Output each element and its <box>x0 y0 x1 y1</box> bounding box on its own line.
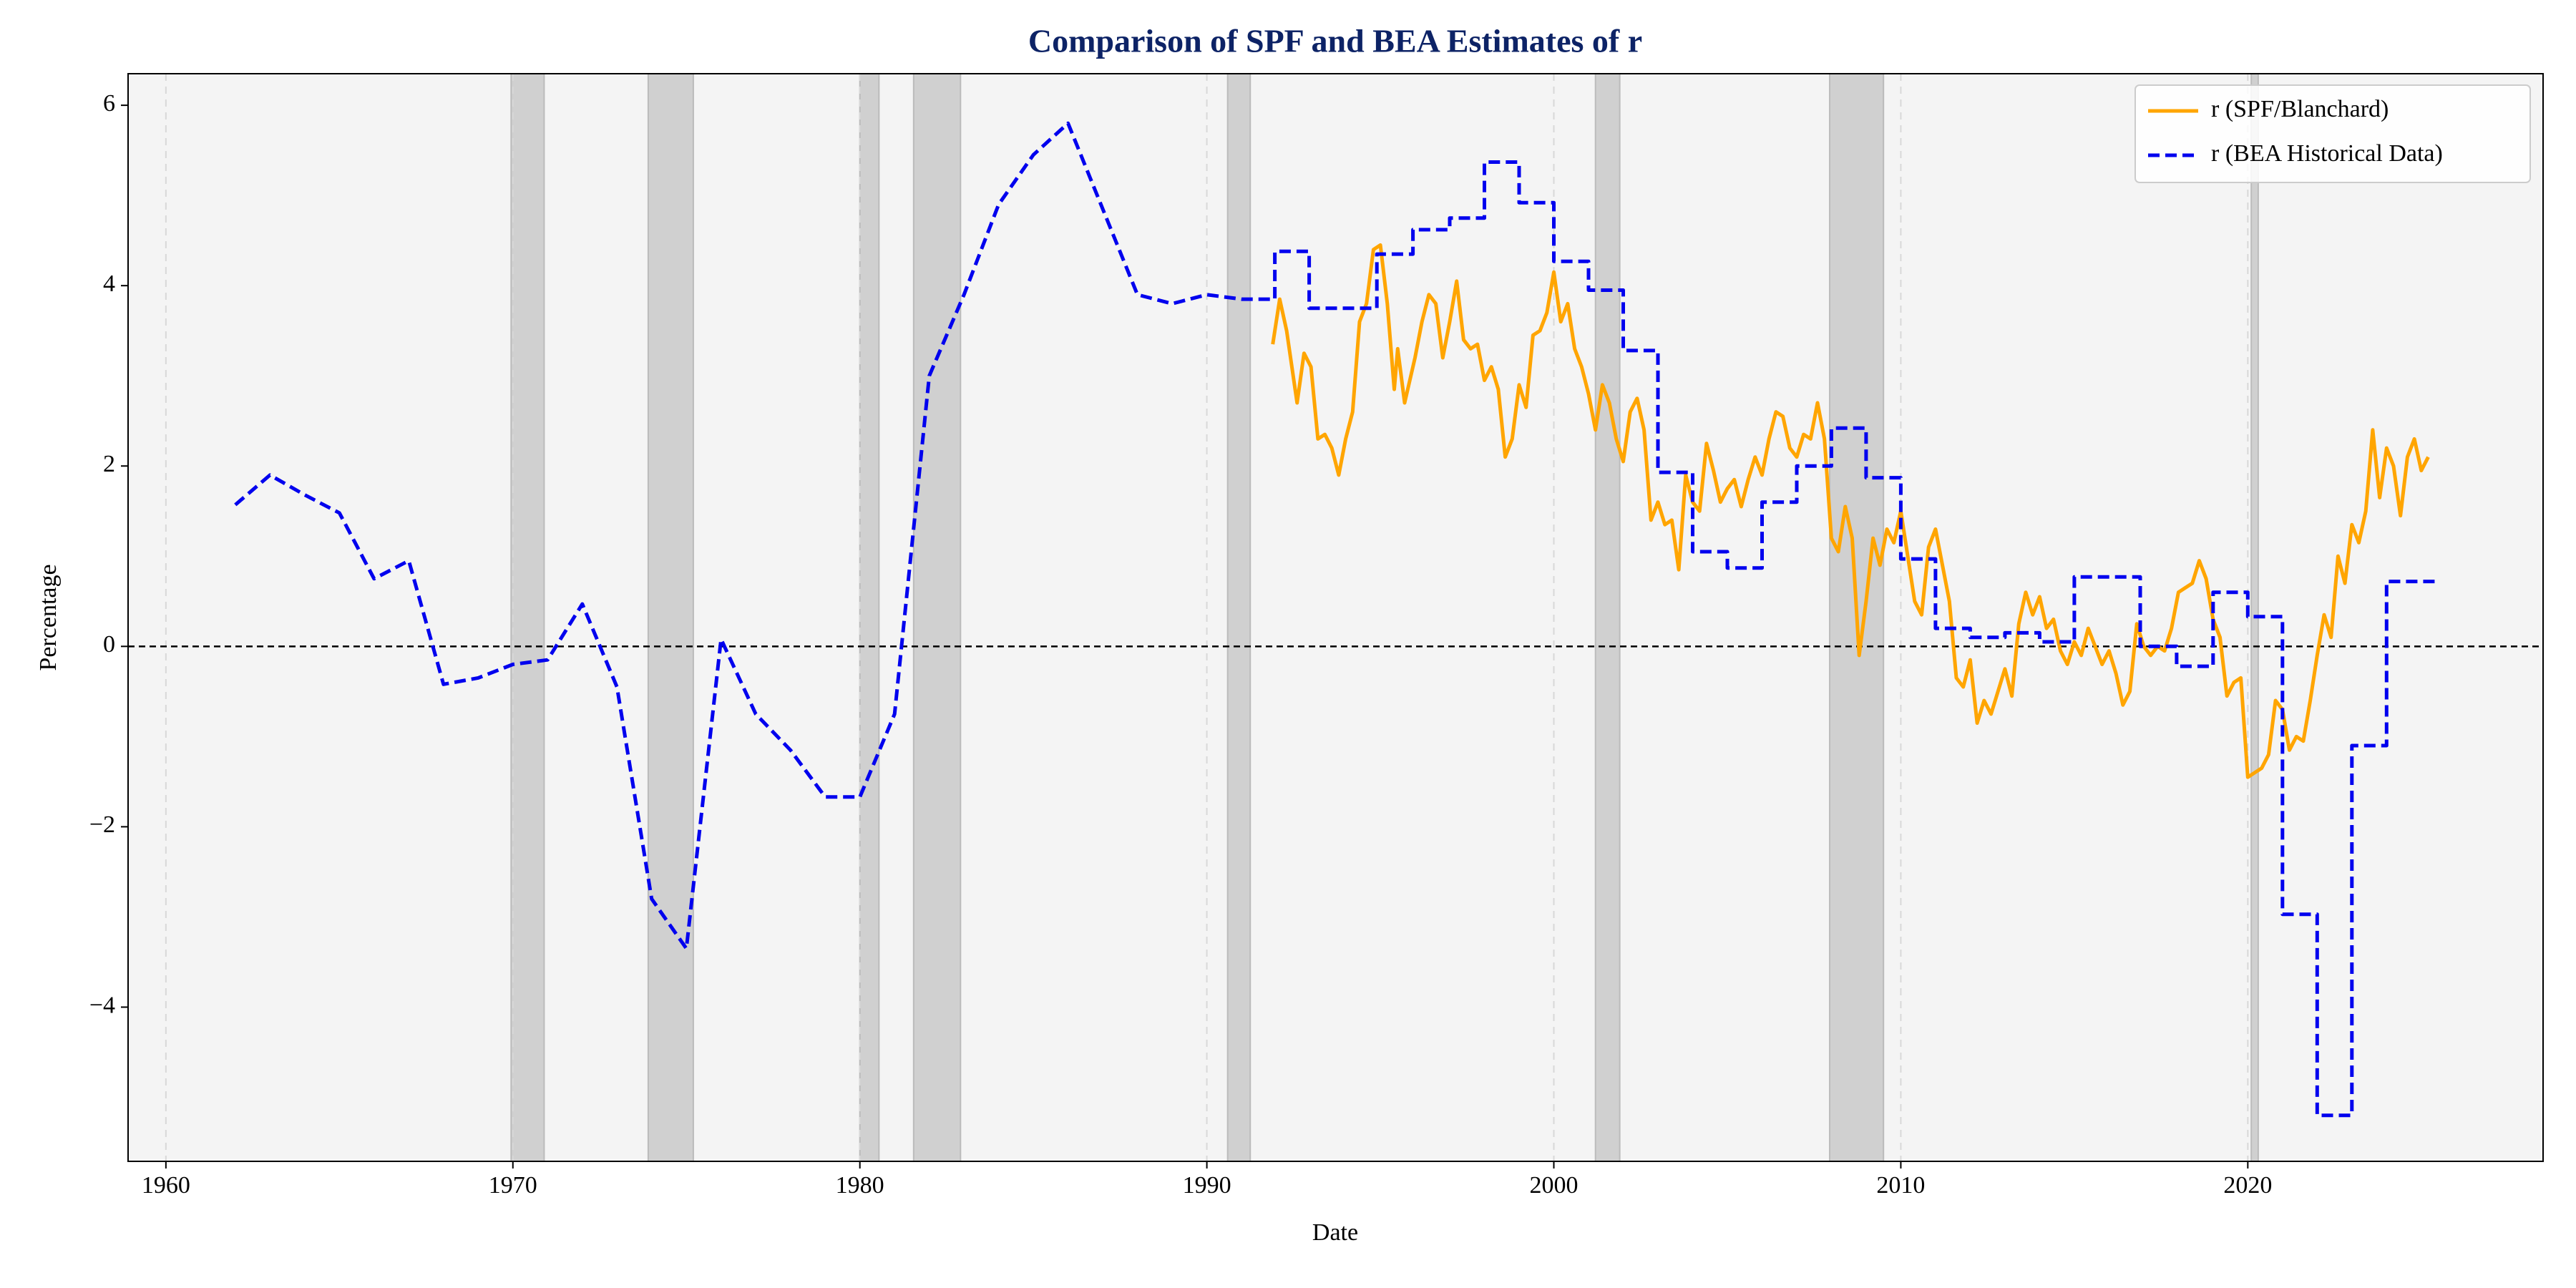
legend-label: r (BEA Historical Data) <box>2211 140 2443 167</box>
x-tick-label: 2010 <box>1876 1172 1925 1199</box>
legend-box <box>2135 84 2531 183</box>
x-tick-label: 2000 <box>1530 1172 1579 1199</box>
y-tick-label: 2 <box>103 451 115 477</box>
recession-band <box>647 73 694 1162</box>
series-line <box>1271 243 2430 779</box>
axes-frame <box>127 73 2544 1162</box>
recession-band <box>912 73 962 1162</box>
x-tick-label: 1970 <box>489 1172 537 1199</box>
y-axis-label: Percentage <box>35 564 62 670</box>
y-tick-label: −4 <box>89 992 115 1018</box>
y-tick-label: −2 <box>89 811 115 838</box>
legend: r (SPF/Blanchard) r (BEA Historical Data) <box>2135 84 2531 183</box>
legend-label: r (SPF/Blanchard) <box>2211 96 2389 122</box>
x-axis-label: Date <box>1312 1219 1358 1246</box>
recession-band <box>859 73 880 1162</box>
y-tick-label: 0 <box>103 631 115 658</box>
plot-area <box>128 74 2543 1161</box>
y-tick-label: 4 <box>103 270 115 297</box>
chart-title: Comparison of SPF and BEA Estimates of r <box>1028 23 1642 59</box>
y-tick-label: 6 <box>103 90 115 117</box>
x-tick-label: 2020 <box>2223 1172 2272 1199</box>
x-tick-label: 1990 <box>1183 1172 1231 1199</box>
recession-band <box>510 73 545 1162</box>
x-tick-label: 1980 <box>836 1172 884 1199</box>
recession-band <box>1594 73 1621 1162</box>
series-line <box>234 121 2436 1118</box>
recession-band <box>1226 73 1252 1162</box>
x-tick-label: 1960 <box>142 1172 190 1199</box>
